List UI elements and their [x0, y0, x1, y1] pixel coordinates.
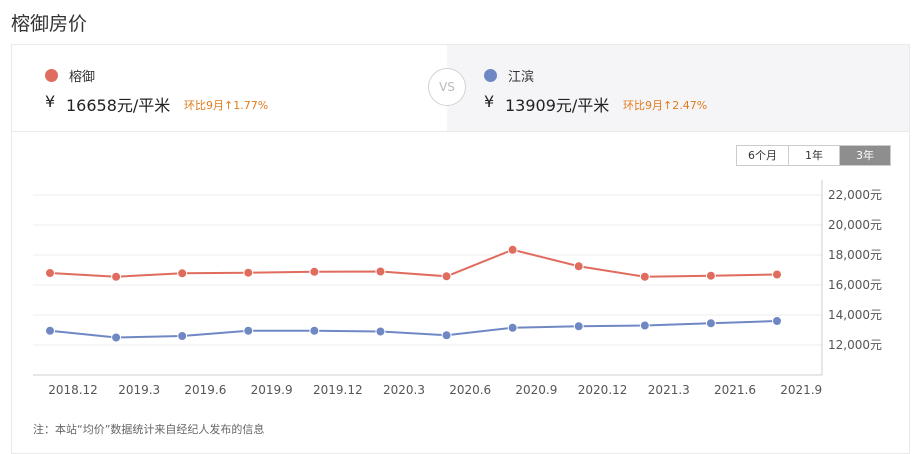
price-panel: 榕御 ¥ 16658元/平米 环比9月↑1.77% 江滨 ¥ 13909元/平米…	[11, 44, 910, 454]
y-tick-label: 12,000元	[828, 338, 882, 352]
data-point	[772, 269, 782, 280]
x-tick-label: 2020.3	[383, 383, 425, 397]
data-point	[772, 316, 782, 326]
data-point	[441, 271, 452, 282]
y-tick-label: 20,000元	[828, 218, 882, 232]
page-title: 榕御房价	[11, 13, 88, 35]
x-tick-label: 2020.12	[578, 383, 628, 397]
data-point	[705, 270, 716, 281]
data-point	[375, 326, 386, 337]
x-tick-label: 2020.9	[515, 383, 557, 397]
x-tick-label: 2019.3	[118, 383, 160, 397]
data-point	[177, 331, 188, 341]
right-price: 13909元/平米	[505, 96, 610, 115]
series-line-1	[49, 248, 778, 278]
legend-dot-right	[484, 69, 497, 82]
data-point	[507, 322, 518, 333]
data-point	[441, 330, 452, 341]
x-tick-label: 2019.12	[313, 383, 363, 397]
x-tick-label: 2021.9	[780, 383, 822, 397]
range-tabs: 6个月 1年 3年	[736, 145, 891, 166]
vs-badge: VS	[428, 68, 466, 106]
left-currency: ¥	[45, 92, 56, 111]
x-tick-label: 2019.9	[251, 383, 293, 397]
x-tick-label: 2019.6	[184, 383, 226, 397]
y-tick-label: 22,000元	[828, 188, 882, 202]
data-point	[507, 244, 518, 255]
tab-3-years[interactable]: 3年	[839, 146, 890, 165]
data-point	[309, 325, 320, 336]
data-point	[309, 266, 320, 277]
y-tick-label: 16,000元	[828, 278, 882, 292]
x-tick-label: 2021.6	[714, 383, 756, 397]
data-point	[639, 320, 650, 331]
x-tick-label: 2020.6	[449, 383, 491, 397]
tab-1-year[interactable]: 1年	[788, 146, 839, 165]
data-point	[45, 268, 55, 278]
x-tick-label: 2021.3	[648, 383, 690, 397]
data-point	[177, 268, 188, 279]
legend-dot-left	[45, 69, 58, 82]
data-point	[243, 267, 254, 278]
data-point	[45, 325, 55, 336]
left-price: 16658元/平米	[66, 96, 171, 115]
compare-right: 江滨 ¥ 13909元/平米 环比9月↑2.47%	[447, 45, 909, 131]
data-point	[375, 266, 386, 277]
data-point	[111, 332, 122, 343]
series-line-2	[49, 320, 778, 339]
data-point	[573, 261, 584, 272]
footnote: 注：本站“均价”数据统计来自经纪人发布的信息	[33, 423, 265, 436]
compare-left: 榕御 ¥ 16658元/平米 环比9月↑1.77%	[12, 45, 447, 131]
data-point	[243, 325, 254, 336]
data-point	[573, 321, 584, 332]
data-point	[639, 271, 650, 282]
right-name: 江滨	[508, 70, 535, 85]
y-tick-label: 14,000元	[828, 308, 882, 322]
left-change: 环比9月↑1.77%	[184, 99, 269, 112]
data-point	[705, 318, 716, 329]
left-name: 榕御	[69, 70, 96, 85]
x-tick-label: 2018.12	[48, 383, 98, 397]
y-tick-label: 18,000元	[828, 248, 882, 262]
tab-6-months[interactable]: 6个月	[737, 146, 788, 165]
right-currency: ¥	[484, 92, 495, 111]
compare-header: 榕御 ¥ 16658元/平米 环比9月↑1.77% 江滨 ¥ 13909元/平米…	[12, 45, 909, 132]
data-point	[111, 271, 122, 282]
right-change: 环比9月↑2.47%	[623, 99, 708, 112]
